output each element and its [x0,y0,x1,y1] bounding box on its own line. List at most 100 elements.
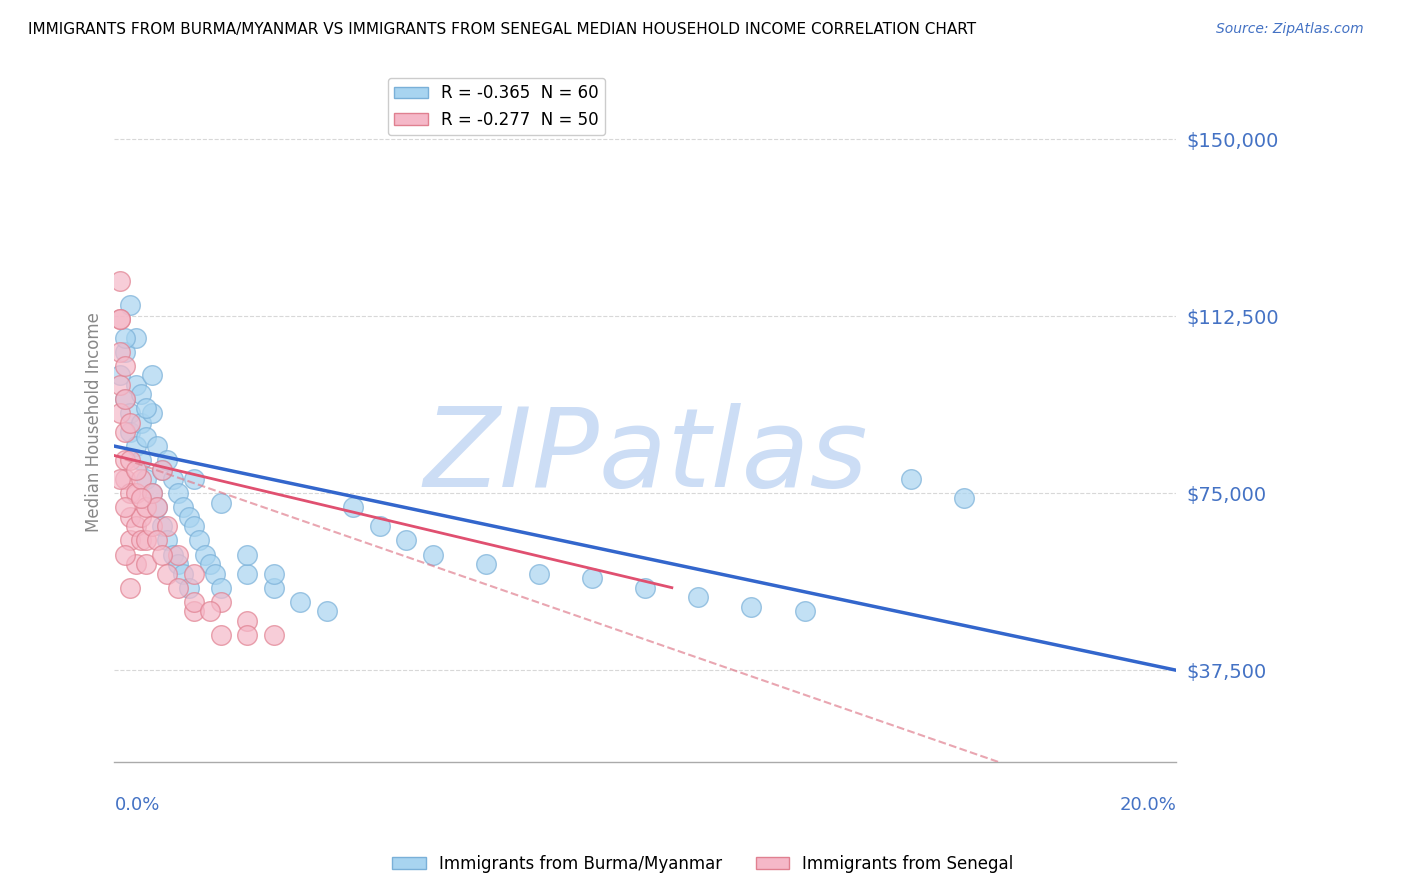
Point [209,628,232,642]
Point [135,500,157,515]
Point [114,392,136,406]
Point [183,595,205,609]
Point [236,614,259,628]
Point [129,387,152,401]
Point [475,557,498,571]
Point [263,581,285,595]
Point [141,486,163,500]
Point [156,566,179,581]
Point [120,425,142,439]
Point [183,472,205,486]
Point [114,392,136,406]
Point [162,472,184,486]
Point [129,472,152,486]
Point [135,401,157,416]
Point [156,453,179,467]
Point [188,533,211,548]
Y-axis label: Median Household Income: Median Household Income [86,312,103,533]
Point [114,359,136,373]
Point [108,377,131,392]
Point [209,581,232,595]
Legend: Immigrants from Burma/Myanmar, Immigrants from Senegal: Immigrants from Burma/Myanmar, Immigrant… [385,848,1021,880]
Point [527,566,550,581]
Text: 0.0%: 0.0% [114,797,160,814]
Point [114,500,136,515]
Point [315,604,337,618]
Point [124,439,146,453]
Point [114,453,136,467]
Point [141,406,163,420]
Point [108,274,131,288]
Point [793,604,815,618]
Point [236,548,259,562]
Point [146,500,169,515]
Point [198,604,221,618]
Point [124,377,146,392]
Point [120,509,142,524]
Point [108,472,131,486]
Point [129,509,152,524]
Point [183,604,205,618]
Text: ZIPatlas: ZIPatlas [423,403,868,510]
Text: 20.0%: 20.0% [1119,797,1177,814]
Point [162,548,184,562]
Point [236,566,259,581]
Point [124,486,146,500]
Point [167,548,190,562]
Point [114,344,136,359]
Point [124,463,146,477]
Point [120,486,142,500]
Point [108,406,131,420]
Point [120,416,142,430]
Point [114,472,136,486]
Point [581,571,603,585]
Point [124,557,146,571]
Point [108,311,131,326]
Text: Source: ZipAtlas.com: Source: ZipAtlas.com [1216,22,1364,37]
Point [141,486,163,500]
Point [120,581,142,595]
Point [135,533,157,548]
Point [194,548,217,562]
Point [141,519,163,533]
Point [740,599,762,614]
Point [124,519,146,533]
Point [108,344,131,359]
Point [150,463,173,477]
Point [141,368,163,383]
Point [183,566,205,581]
Point [209,496,232,510]
Point [129,491,152,505]
Point [120,533,142,548]
Point [150,463,173,477]
Point [156,533,179,548]
Point [167,486,190,500]
Point [108,311,131,326]
Point [290,595,312,609]
Point [156,519,179,533]
Point [129,453,152,467]
Point [124,330,146,344]
Point [167,581,190,595]
Point [183,519,205,533]
Point [172,500,194,515]
Point [135,472,157,486]
Point [209,595,232,609]
Point [114,330,136,344]
Point [114,548,136,562]
Point [198,557,221,571]
Point [146,439,169,453]
Point [953,491,976,505]
Point [900,472,922,486]
Point [120,297,142,311]
Point [120,406,142,420]
Point [167,557,190,571]
Point [114,425,136,439]
Point [120,453,142,467]
Point [135,557,157,571]
Point [263,566,285,581]
Point [172,566,194,581]
Legend: R = -0.365  N = 60, R = -0.277  N = 50: R = -0.365 N = 60, R = -0.277 N = 50 [388,78,606,136]
Point [395,533,418,548]
Point [263,628,285,642]
